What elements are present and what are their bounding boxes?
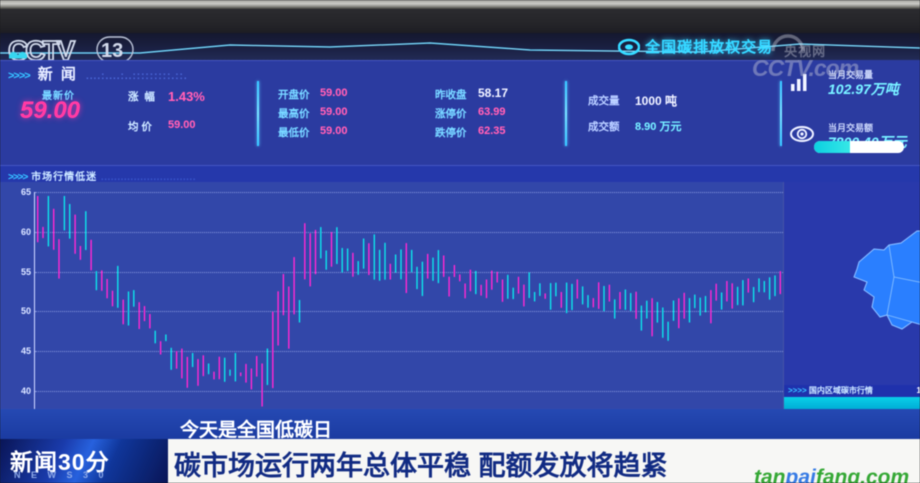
svg-text:13: 13 bbox=[101, 40, 123, 62]
